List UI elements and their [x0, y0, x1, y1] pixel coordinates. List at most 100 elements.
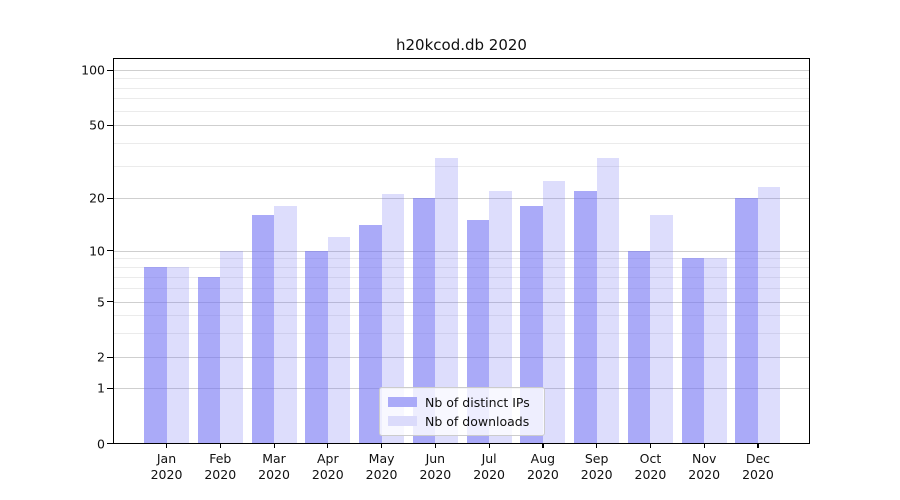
y-axis-tick: [107, 387, 113, 389]
chart-title: h20kcod.db 2020: [396, 36, 527, 54]
bar-distinct-ips-feb: [197, 276, 221, 444]
x-tick-label-year: 2020: [688, 466, 721, 482]
bar-downloads-dec: [757, 187, 781, 444]
x-axis-tick: [327, 443, 329, 448]
legend-item-downloads: Nb of downloads: [388, 414, 536, 429]
bar-distinct-ips-oct: [627, 250, 651, 444]
gridline-minor: [114, 288, 809, 290]
legend-swatch-downloads: [388, 416, 417, 426]
gridline-major: [114, 125, 809, 127]
x-axis-tick: [596, 443, 598, 448]
y-tick-label: 2: [97, 349, 105, 365]
gridline-major: [114, 301, 809, 303]
bar-distinct-ips-sep: [574, 190, 597, 444]
gridline-major: [114, 198, 809, 200]
x-axis-tick: [542, 443, 544, 448]
legend-swatch-ips: [388, 397, 417, 407]
x-tick-label: Jul 2020: [461, 451, 517, 482]
bar-downloads-may: [381, 194, 405, 444]
y-axis-tick: [107, 69, 113, 71]
bar-downloads-feb: [220, 250, 243, 444]
x-tick-label-year: 2020: [419, 466, 452, 482]
gridline-minor: [114, 267, 809, 269]
x-axis-tick: [649, 443, 652, 448]
x-axis-tick: [381, 443, 383, 448]
legend: Nb of distinct IPs Nb of downloads: [379, 387, 545, 436]
y-tick-label: 20: [89, 190, 105, 206]
bar-distinct-ips-nov: [681, 258, 705, 444]
bar-distinct-ips-mar: [251, 215, 275, 444]
bar-distinct-ips-jun: [412, 198, 436, 444]
x-tick-label: Sep 2020: [569, 451, 625, 482]
bar-downloads-jul: [489, 190, 512, 444]
bar-distinct-ips-apr: [305, 250, 328, 444]
x-tick-label: Jan 2020: [139, 451, 195, 482]
x-tick-label: Feb 2020: [192, 451, 248, 482]
x-axis-tick: [166, 443, 168, 448]
gridline-minor: [114, 315, 809, 317]
x-tick-label-year: 2020: [742, 466, 774, 482]
x-tick-label: May 2020: [354, 451, 410, 482]
x-tick-label-year: 2020: [204, 466, 237, 482]
y-tick-label: 50: [89, 117, 105, 133]
bar-downloads-apr: [327, 236, 351, 444]
x-axis-tick: [757, 443, 759, 448]
x-tick-label-year: 2020: [634, 466, 667, 482]
bar-downloads-oct: [650, 215, 673, 444]
x-tick-label-year: 2020: [150, 466, 183, 482]
x-axis-tick: [273, 443, 275, 448]
y-tick-label: 100: [81, 62, 105, 78]
x-tick-label-year: 2020: [311, 466, 344, 482]
y-axis-tick: [107, 301, 113, 303]
bar-distinct-ips-jan: [144, 267, 167, 444]
x-axis-tick: [703, 443, 705, 448]
bar-downloads-jun: [435, 158, 458, 444]
bar-downloads-aug: [542, 180, 566, 444]
y-tick-label: 10: [89, 243, 105, 259]
x-tick-label-year: 2020: [258, 466, 290, 482]
legend-label-downloads: Nb of downloads: [425, 413, 530, 429]
x-axis-tick: [488, 443, 490, 448]
legend-item-distinct-ips: Nb of distinct IPs: [388, 395, 536, 410]
x-tick-label: Nov 2020: [676, 451, 732, 482]
gridline-minor: [114, 332, 809, 334]
x-tick-label: Apr 2020: [300, 451, 356, 482]
y-tick-label: 5: [97, 294, 105, 310]
y-axis-tick: [107, 443, 113, 445]
x-tick-label: Oct 2020: [622, 451, 678, 482]
gridline-major: [114, 250, 809, 252]
y-axis-tick: [107, 197, 113, 199]
legend-label-ips: Nb of distinct IPs: [425, 394, 530, 410]
bar-downloads-sep: [596, 158, 620, 444]
bar-downloads-mar: [274, 206, 297, 444]
bar-distinct-ips-may: [359, 225, 382, 444]
x-tick-label-year: 2020: [526, 466, 559, 482]
gridline-minor: [114, 87, 809, 89]
gridline-major: [114, 357, 809, 358]
bar-downloads-jan: [166, 267, 189, 444]
y-tick-label: 0: [97, 436, 105, 451]
gridline-minor: [114, 165, 809, 167]
gridline-minor: [114, 258, 809, 260]
gridline-minor: [114, 98, 809, 100]
y-axis-tick: [107, 250, 113, 252]
y-axis-tick: [107, 124, 113, 126]
x-tick-label: Aug 2020: [515, 451, 571, 482]
gridline-minor: [114, 276, 809, 278]
y-axis-tick: [107, 356, 113, 358]
x-tick-label-year: 2020: [473, 466, 506, 482]
x-tick-label-year: 2020: [365, 466, 398, 482]
bar-distinct-ips-dec: [735, 198, 758, 444]
bar-downloads-nov: [704, 258, 727, 444]
y-tick-label: 1: [97, 380, 105, 396]
bar-distinct-ips-aug: [520, 206, 543, 444]
gridline-minor: [114, 110, 809, 112]
x-tick-label: Mar 2020: [246, 451, 302, 482]
gridline-minor: [114, 143, 809, 145]
gridline-minor: [114, 78, 809, 80]
x-axis-tick: [219, 443, 221, 448]
gridline-major: [114, 70, 809, 71]
x-tick-label: Dec 2020: [730, 451, 786, 482]
x-tick-label-year: 2020: [580, 466, 613, 482]
